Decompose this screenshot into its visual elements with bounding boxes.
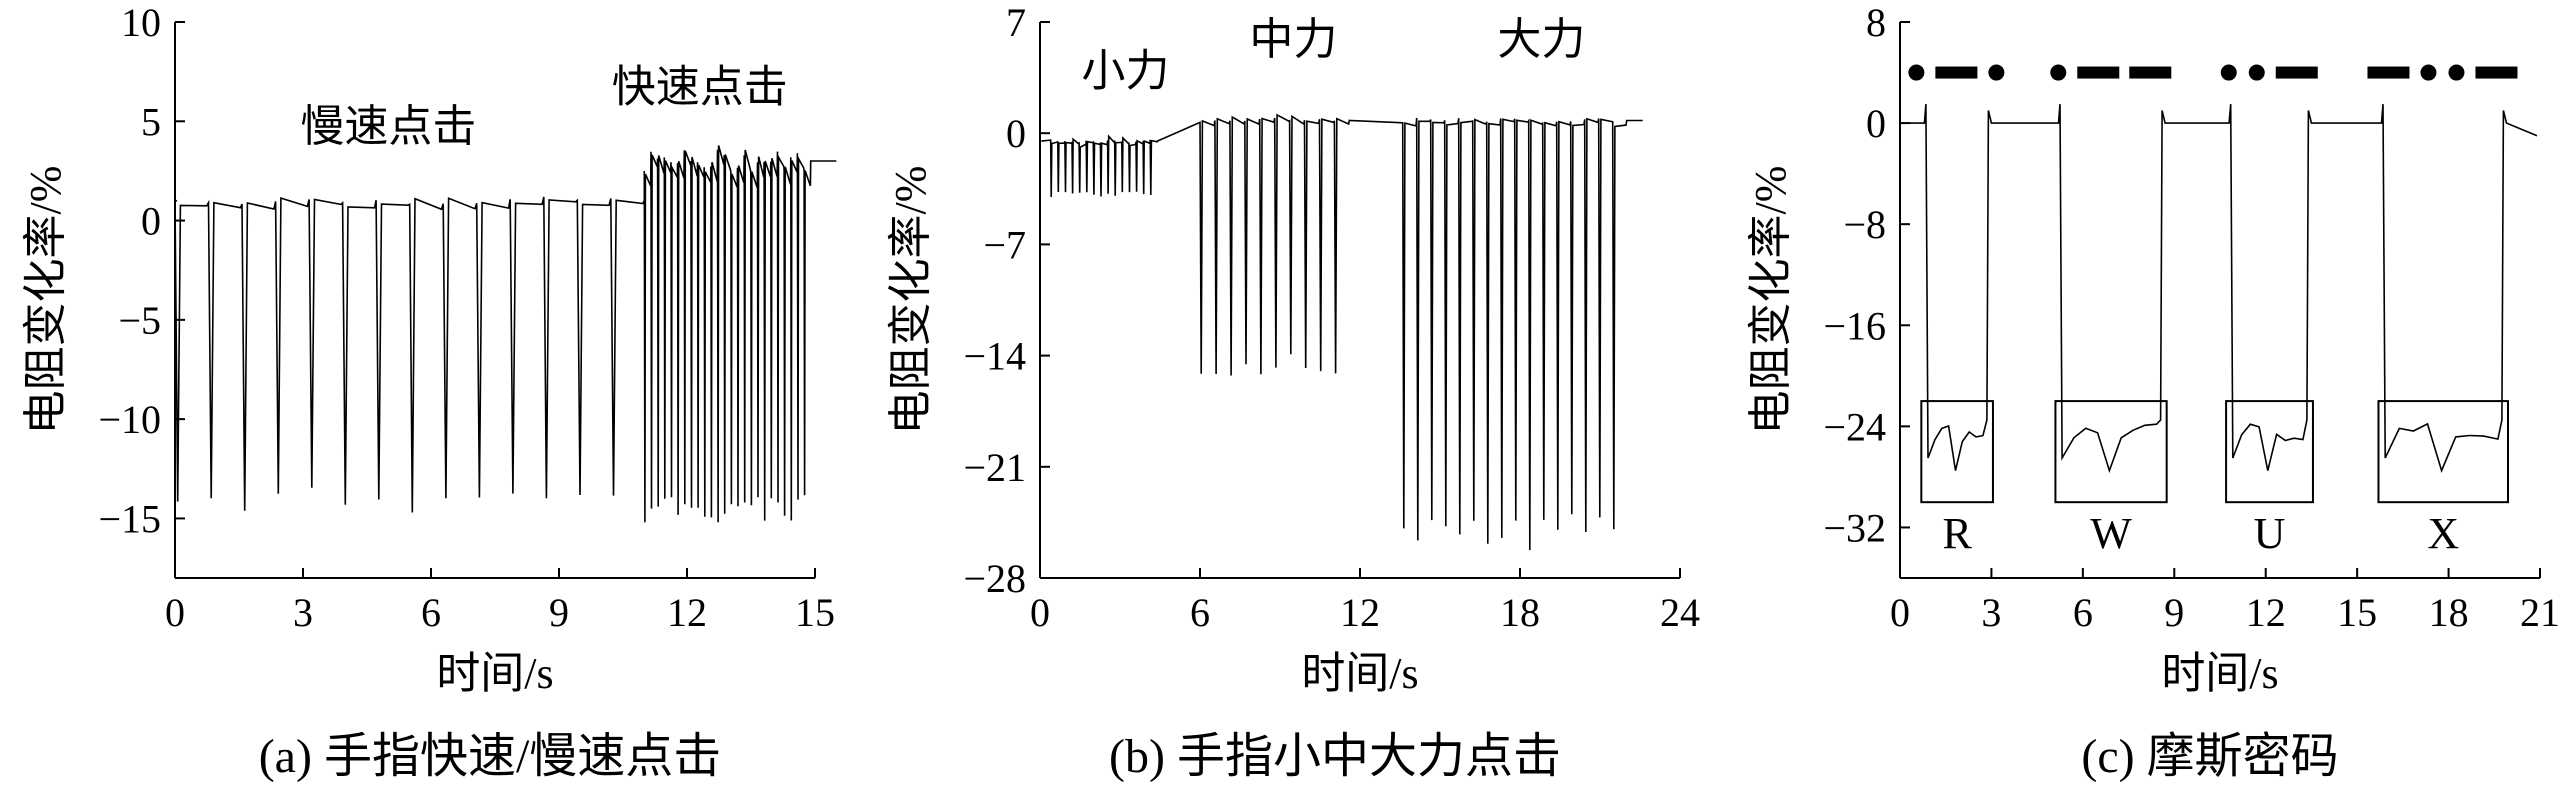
panel-caption: (c) 摩斯密码 xyxy=(2081,730,2338,783)
x-tick-label: 0 xyxy=(165,590,185,635)
y-tick-label: −8 xyxy=(1843,202,1886,247)
y-tick-label: −32 xyxy=(1823,505,1886,550)
x-tick-label: 12 xyxy=(2246,590,2286,635)
y-tick-label: −28 xyxy=(963,556,1026,601)
x-tick-label: 0 xyxy=(1030,590,1050,635)
y-tick-label: −7 xyxy=(983,222,1026,267)
panel-b-chart: 0 6 12 18 24 7 0 −7 −14 −21 −28 时间/s 电阻变化率/% (b) 手指小中… xyxy=(886,0,1700,783)
annotation-label: 中力 xyxy=(1249,15,1337,64)
morse-dot xyxy=(1908,64,1925,81)
x-tick-label: 12 xyxy=(1340,590,1380,635)
morse-dash xyxy=(2475,66,2518,79)
x-tick-label: 18 xyxy=(2429,590,2469,635)
x-tick-label: 9 xyxy=(549,590,569,635)
morse-dash xyxy=(1935,66,1978,79)
y-axis-title: 电阻变化率/% xyxy=(1746,166,1795,435)
annotation-label: 慢速点击 xyxy=(300,102,476,151)
y-tick-label: 7 xyxy=(1006,0,1026,45)
x-axis-title: 时间/s xyxy=(1301,649,1418,698)
morse-dot xyxy=(2050,64,2067,81)
letter-box xyxy=(2054,400,2168,504)
y-tick-label: −24 xyxy=(1823,404,1886,449)
letter-label: U xyxy=(2254,509,2286,558)
x-axis-title: 时间/s xyxy=(2161,649,2278,698)
panel-a-chart: 0 3 6 9 12 15 10 5 0 −5 −10 −15 时间/s 电阻变化率/% (a) 手指快速/… xyxy=(21,0,837,783)
x-tick-label: 15 xyxy=(2337,590,2377,635)
morse-dash xyxy=(2275,66,2318,79)
y-tick-label: 8 xyxy=(1866,0,1886,45)
letter-box xyxy=(1920,400,1994,504)
x-tick-label: 3 xyxy=(293,590,313,635)
letter-label: X xyxy=(2427,509,2459,558)
letter-label: W xyxy=(2090,509,2132,558)
x-tick-label: 3 xyxy=(1981,590,2001,635)
y-tick-label: −10 xyxy=(98,397,161,442)
y-tick-label: −16 xyxy=(1823,303,1886,348)
x-tick-label: 0 xyxy=(1890,590,1910,635)
signal-trace xyxy=(1903,104,2538,474)
letter-box xyxy=(2225,400,2314,504)
x-tick-label: 12 xyxy=(667,590,707,635)
x-tick-label: 21 xyxy=(2520,590,2560,635)
annotation-label: 小力 xyxy=(1081,47,1169,96)
morse-dash xyxy=(2367,66,2410,79)
y-tick-label: −15 xyxy=(98,496,161,541)
morse-dash xyxy=(2077,66,2120,79)
morse-dot xyxy=(2448,64,2465,81)
x-tick-label: 15 xyxy=(795,590,835,635)
letter-box xyxy=(2377,400,2509,504)
x-tick-label: 6 xyxy=(1190,590,1210,635)
x-tick-label: 24 xyxy=(1660,590,1700,635)
signal-trace xyxy=(174,145,837,523)
y-tick-label: −21 xyxy=(963,445,1026,490)
x-tick-label: 6 xyxy=(421,590,441,635)
y-tick-label: −5 xyxy=(118,298,161,343)
annotation-label: 快速点击 xyxy=(612,62,788,111)
morse-dot xyxy=(2220,64,2237,81)
morse-dot xyxy=(1988,64,2005,81)
y-axis-title: 电阻变化率/% xyxy=(886,166,935,435)
morse-dot xyxy=(2248,64,2265,81)
signal-trace xyxy=(1041,113,1643,551)
x-tick-label: 9 xyxy=(2164,590,2184,635)
y-tick-label: 0 xyxy=(141,199,161,244)
letter-label: R xyxy=(1942,509,1972,558)
morse-dot xyxy=(2420,64,2437,81)
x-tick-label: 6 xyxy=(2073,590,2093,635)
panel-caption: (b) 手指小中大力点击 xyxy=(1109,730,1561,783)
y-axis-title: 电阻变化率/% xyxy=(21,166,70,435)
y-tick-label: 0 xyxy=(1866,101,1886,146)
panel-caption: (a) 手指快速/慢速点击 xyxy=(259,730,722,783)
y-tick-label: 5 xyxy=(141,99,161,144)
x-tick-label: 18 xyxy=(1500,590,1540,635)
annotation-label: 大力 xyxy=(1497,15,1585,64)
x-axis-title: 时间/s xyxy=(436,649,553,698)
y-tick-label: 10 xyxy=(121,0,161,45)
panel-c-chart: 0 3 6 9 12 15 18 21 8 0 −8 −16 −24 −32 时间/s 电阻变化率/% (c) … xyxy=(1746,0,2560,783)
y-tick-label: −14 xyxy=(963,334,1026,379)
morse-dash xyxy=(2129,66,2172,79)
y-tick-label: 0 xyxy=(1006,111,1026,156)
